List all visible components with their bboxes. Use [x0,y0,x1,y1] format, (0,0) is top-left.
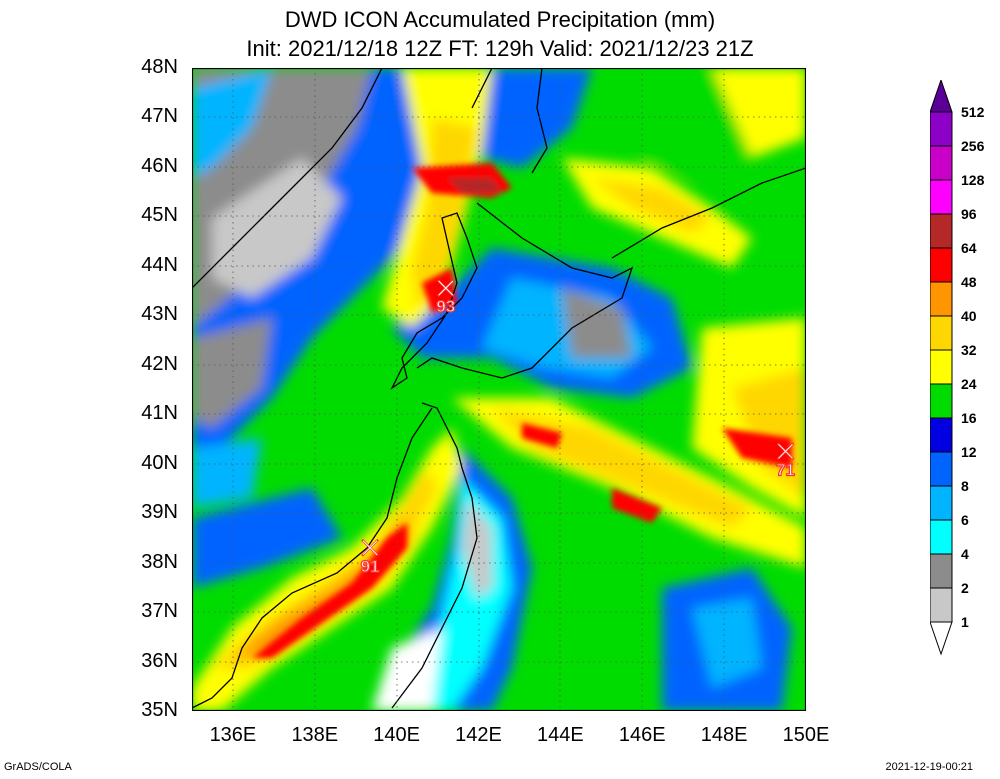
legend-color-box [930,553,953,589]
precip-field [192,68,806,711]
coastline-kurils [611,167,806,259]
y-tick-label: 41N [141,402,178,425]
footer-credit: GrADS/COLA [4,761,72,773]
coastline-sakhalin-west [471,68,493,109]
legend-label: 4 [961,546,969,562]
map-subtitle: Init: 2021/12/18 12Z FT: 129h Valid: 202… [246,36,754,61]
precipitation-map: 93 91 71 [192,68,806,711]
y-tick-label: 44N [141,253,178,276]
x-tick-label: 142E [455,724,502,746]
coastline-asia [192,68,383,289]
coastlines [192,68,806,709]
y-tick-label: 48N [141,56,178,78]
legend-color-box [930,349,953,385]
legend-label: 24 [961,376,977,392]
x-tick-label: 150E [782,724,830,746]
coastline-honshu-west [192,407,433,709]
legend-label: 64 [961,240,977,256]
coastline-sakhalin-east [531,68,548,174]
coastline-hokkaido-east [416,202,634,379]
legend-label: 96 [961,206,977,222]
legend-label: 1 [961,614,969,630]
x-tick-label: 138E [291,724,339,746]
legend-color-box [930,485,953,521]
legend-color-box [930,179,953,215]
legend-boxes [930,80,953,656]
max-value-label: 71 [776,460,795,479]
y-tick-label: 47N [141,105,178,128]
y-tick-label: 36N [141,649,178,672]
x-tick-label: 148E [700,724,748,746]
legend-color-box [930,383,953,419]
legend-color-box [930,587,953,623]
maximum-marker-1: 93 [436,279,456,317]
legend-label: 32 [961,342,977,358]
max-cross-icon [776,442,795,461]
footer-timestamp: 2021-12-19-00:21 [885,761,973,773]
legend-label: 2 [961,580,969,596]
y-tick-label: 35N [141,699,178,721]
legend-color-box [930,315,953,351]
legend-label: 8 [961,478,969,494]
legend-color-box [930,281,953,317]
legend-label: 16 [961,410,977,426]
legend-label: 6 [961,512,969,528]
legend-color-box [930,111,953,147]
y-tick-label: 45N [141,204,178,227]
coastline-hokkaido-west [390,212,478,390]
max-value-label: 91 [361,557,380,576]
legend-color-box [930,213,953,249]
legend-label: 40 [961,308,977,324]
map-frame [192,68,806,711]
legend-bottom-triangle [930,621,953,656]
coastline-honshu-east [391,402,478,709]
legend-color-box [930,519,953,555]
x-tick-label: 136E [209,724,257,746]
legend-color-box [930,451,953,487]
legend-label: 256 [961,138,985,154]
legend-label: 512 [961,104,985,120]
y-tick-label: 39N [141,501,178,524]
legend-color-box [930,417,953,453]
maximum-marker-2: 91 [360,538,380,576]
y-tick-label: 46N [141,154,178,177]
legend-colorbar [930,80,953,656]
y-tick-label: 43N [141,303,178,326]
legend-color-box [930,247,953,283]
y-tick-label: 42N [141,352,178,375]
x-tick-label: 144E [537,724,584,746]
legend-label: 12 [961,444,977,460]
x-tick-label: 146E [618,724,666,746]
y-tick-label: 37N [141,600,178,623]
max-value-label: 93 [436,297,455,316]
legend-label: 128 [961,172,985,188]
grid-lines [192,68,806,711]
y-tick-label: 38N [141,550,178,573]
legend-color-box [930,145,953,181]
maximum-marker-3: 71 [775,442,796,480]
max-cross-icon [436,279,455,297]
max-cross-icon [361,538,379,557]
legend-top-triangle [930,80,953,113]
y-tick-label: 40N [141,451,178,474]
map-title: DWD ICON Accumulated Precipitation (mm) [284,7,716,32]
legend-label: 48 [961,274,977,290]
x-tick-label: 140E [373,724,421,746]
